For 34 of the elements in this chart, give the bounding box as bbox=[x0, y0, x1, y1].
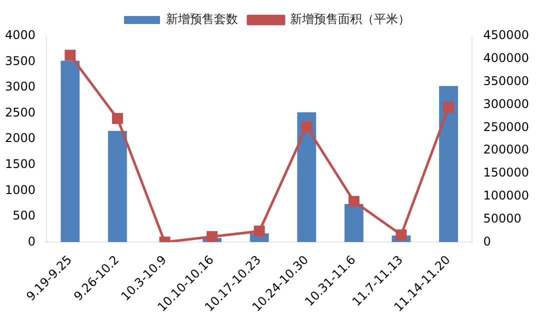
bar bbox=[297, 112, 316, 242]
y2-tick-label: 200000 bbox=[483, 142, 530, 157]
y-tick-label: 500 bbox=[12, 208, 36, 223]
bar bbox=[108, 130, 127, 242]
legend-label: 新增预售面积（平米） bbox=[290, 12, 410, 26]
y2-tick-label: 300000 bbox=[483, 96, 530, 111]
point bbox=[443, 102, 454, 113]
y2-tick-label: 150000 bbox=[483, 166, 530, 180]
y2-tick-label: 0 bbox=[483, 234, 491, 248]
point bbox=[254, 226, 265, 237]
legend-label: 新增预售套数 bbox=[166, 12, 238, 26]
point bbox=[348, 196, 360, 207]
y-tick-label: 0 bbox=[28, 234, 36, 248]
y2-tick-label: 50000 bbox=[483, 211, 522, 226]
point bbox=[396, 229, 407, 240]
y2-tick-label: 400000 bbox=[483, 51, 530, 66]
y-tick-label: 2500 bbox=[4, 105, 36, 120]
point bbox=[112, 112, 123, 124]
y-tick-label: 3000 bbox=[4, 80, 36, 94]
y-tick-label: 1000 bbox=[4, 182, 36, 197]
point bbox=[301, 121, 312, 132]
bar bbox=[344, 204, 364, 242]
point bbox=[64, 50, 76, 61]
y-tick-label: 1500 bbox=[4, 156, 36, 171]
y2-tick-label: 450000 bbox=[483, 28, 530, 42]
y2-tick-label: 350000 bbox=[483, 74, 530, 88]
y-tick-label: 4000 bbox=[4, 28, 36, 42]
bar bbox=[60, 60, 80, 242]
y-tick-label: 2000 bbox=[4, 131, 36, 146]
y-tick-label: 3500 bbox=[4, 54, 36, 68]
y2-tick-label: 100000 bbox=[483, 188, 530, 202]
point bbox=[206, 231, 218, 242]
y2-tick-label: 250000 bbox=[483, 120, 530, 134]
bar bbox=[439, 86, 458, 242]
